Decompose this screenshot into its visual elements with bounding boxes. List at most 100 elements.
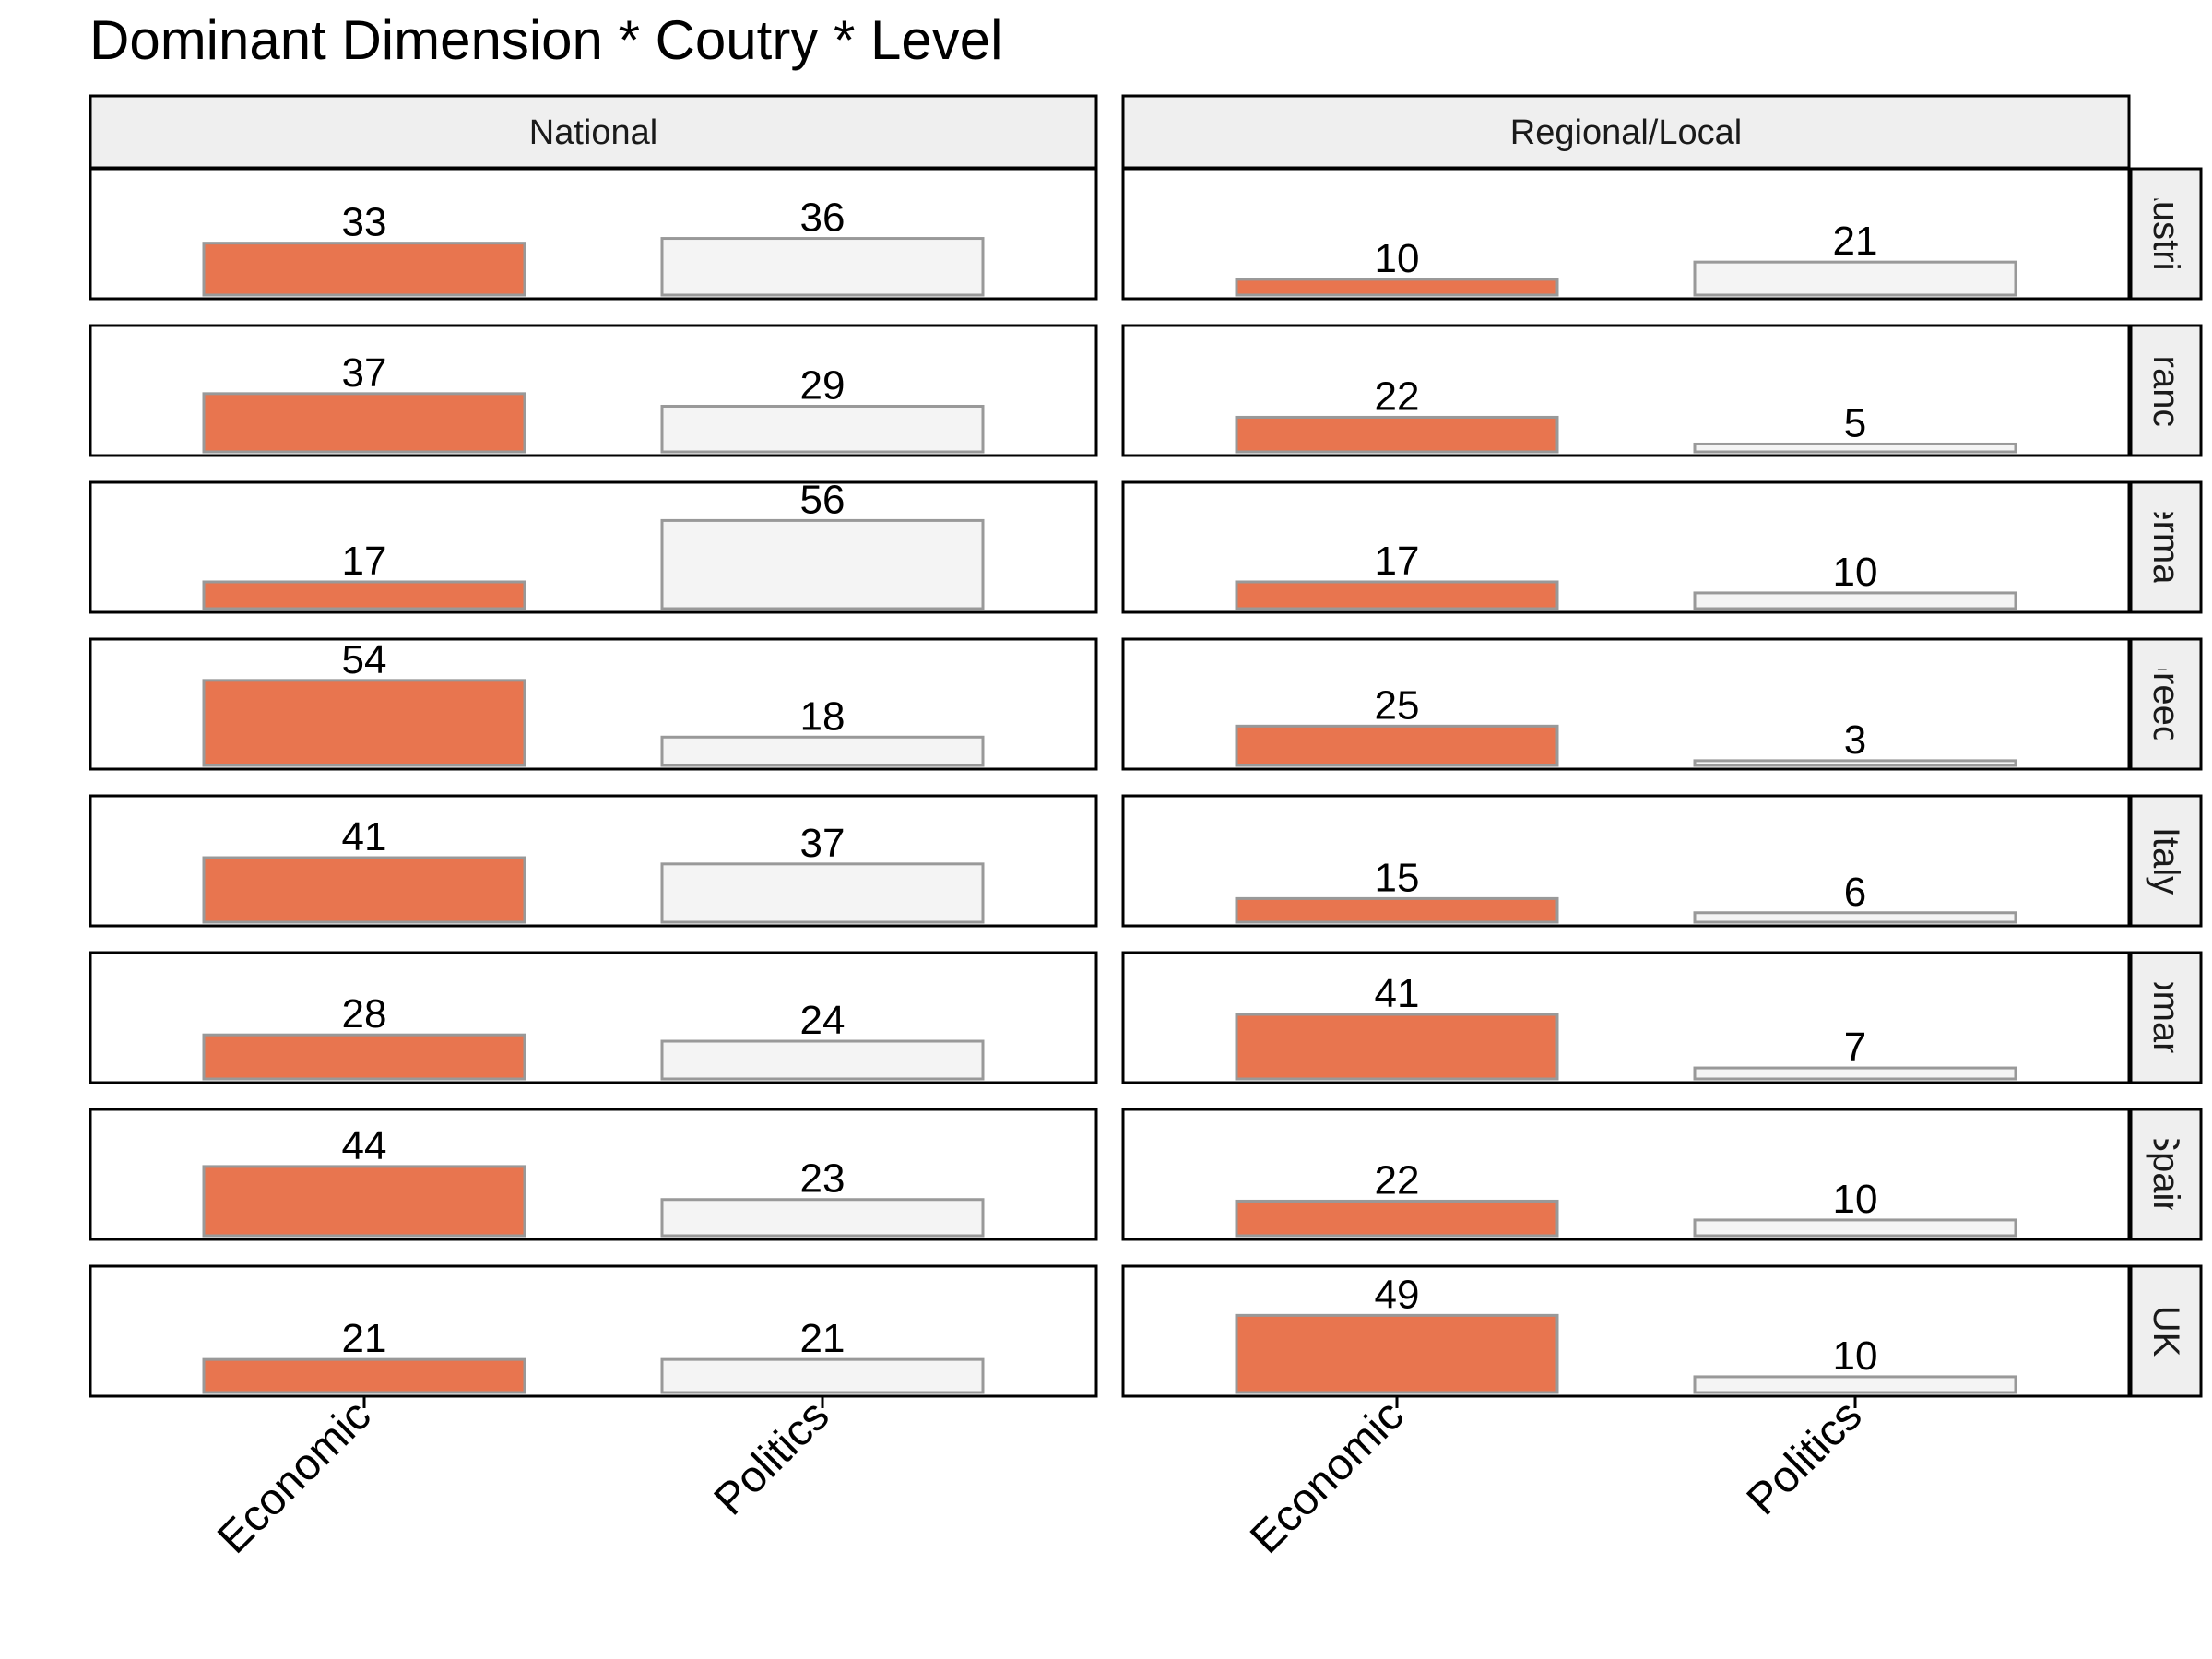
bar-regional-local-romania-economic — [1235, 1013, 1559, 1081]
panel-border-regional-local-spain — [1121, 1108, 2131, 1241]
panel-regional-local-austria: 10 21 — [1235, 219, 2017, 297]
panel-regional-local-spain: 22 10 — [1235, 1157, 2017, 1238]
value-label-national-france-politics: 29 — [800, 362, 846, 408]
panel-regional-local-france: 22 5 — [1235, 373, 2017, 454]
bar-national-france-politics — [660, 404, 985, 454]
value-label-national-germany-politics: 56 — [800, 477, 846, 522]
panel-regional-local-uk: 49 10 — [1235, 1272, 2017, 1394]
strip-romania — [2129, 951, 2203, 1084]
bar-regional-local-germany-economic — [1235, 580, 1559, 610]
bar-regional-local-spain-economic — [1235, 1199, 1559, 1238]
panel-regional-local-greece: 25 3 — [1235, 682, 2017, 767]
strip-label-germany: Germany — [2146, 471, 2186, 623]
panel-border-regional-local-france — [1121, 324, 2131, 457]
value-label-regional-local-spain-economic: 22 — [1375, 1157, 1420, 1203]
strip-greece — [2129, 637, 2203, 771]
value-label-national-austria-politics: 36 — [800, 196, 846, 241]
strip-label-austria: Austria — [2146, 176, 2186, 291]
value-label-regional-local-italy-politics: 6 — [1844, 870, 1866, 915]
bar-regional-local-uk-economic — [1235, 1313, 1559, 1394]
bar-national-uk-politics — [660, 1357, 985, 1394]
bar-national-austria-politics — [660, 237, 985, 297]
panel-border-regional-local-germany — [1121, 480, 2131, 614]
bar-national-uk-economic — [202, 1357, 526, 1394]
panel-national-spain: 44 23 — [202, 1123, 985, 1238]
bar-regional-local-austria-politics — [1693, 260, 2017, 297]
value-label-regional-local-france-politics: 5 — [1844, 400, 1866, 445]
panel-national-austria: 33 36 — [202, 196, 985, 297]
value-label-regional-local-austria-politics: 21 — [1833, 219, 1878, 264]
value-label-national-uk-economic: 21 — [342, 1316, 387, 1361]
x-tick-label-national-politics: Politics — [705, 1391, 839, 1524]
bar-national-germany-economic — [202, 580, 526, 610]
panel-border-national-romania — [89, 951, 1098, 1084]
panel-border-national-france — [89, 324, 1098, 457]
panel-national-romania: 28 24 — [202, 991, 985, 1081]
strip-austria — [2129, 167, 2203, 301]
strip-label-italy: Italy — [2146, 827, 2186, 895]
strip-label-spain: Spain — [2146, 1127, 2186, 1221]
panel-border-national-germany — [89, 480, 1098, 614]
value-label-regional-local-greece-politics: 3 — [1844, 717, 1866, 763]
bar-national-romania-politics — [660, 1039, 985, 1081]
value-label-regional-local-uk-economic: 49 — [1375, 1272, 1420, 1317]
x-tick-label-regional-local-politics: Politics — [1738, 1391, 1872, 1524]
value-label-national-germany-economic: 17 — [342, 539, 387, 584]
strip-spain — [2129, 1108, 2203, 1241]
value-label-regional-local-romania-politics: 7 — [1844, 1025, 1866, 1070]
bar-regional-local-spain-politics — [1693, 1218, 2017, 1238]
bar-national-italy-economic — [202, 856, 526, 924]
panel-border-regional-local-italy — [1121, 794, 2131, 928]
strip-label-greece: Greece — [2146, 644, 2186, 764]
value-label-regional-local-greece-economic: 25 — [1375, 682, 1420, 728]
value-label-national-greece-politics: 18 — [800, 693, 846, 739]
bar-regional-local-italy-politics — [1693, 911, 2017, 924]
bar-national-italy-politics — [660, 862, 985, 924]
bar-regional-local-romania-politics — [1693, 1066, 2017, 1081]
bar-regional-local-greece-politics — [1693, 759, 2017, 767]
value-label-regional-local-austria-economic: 10 — [1375, 236, 1420, 281]
panel-border-regional-local-greece — [1121, 637, 2131, 771]
bar-national-spain-politics — [660, 1198, 985, 1238]
x-tick-label-national-economic: Economic — [208, 1391, 380, 1562]
value-label-national-uk-politics: 21 — [800, 1316, 846, 1361]
panel-regional-local-italy: 15 6 — [1235, 855, 2017, 924]
x-tick-label-regional-local-economic: Economic — [1241, 1391, 1413, 1562]
panel-national-greece: 54 18 — [202, 637, 985, 767]
panel-border-national-uk — [89, 1264, 1098, 1398]
strip-label-regional-local: Regional/Local — [1510, 113, 1742, 152]
bar-national-france-economic — [202, 392, 526, 454]
value-label-regional-local-romania-economic: 41 — [1375, 971, 1420, 1016]
strip-label-romania: Romania — [2146, 943, 2186, 1092]
value-label-national-austria-economic: 33 — [342, 200, 387, 245]
panel-regional-local-romania: 41 7 — [1235, 971, 2017, 1081]
panel-border-national-spain — [89, 1108, 1098, 1241]
value-label-regional-local-germany-economic: 17 — [1375, 539, 1420, 584]
strip-italy — [2129, 794, 2203, 928]
panel-border-regional-local-austria — [1121, 167, 2131, 301]
bar-national-austria-economic — [202, 242, 526, 297]
bar-regional-local-greece-economic — [1235, 724, 1559, 767]
bar-national-romania-economic — [202, 1033, 526, 1081]
value-label-national-france-economic: 37 — [342, 350, 387, 396]
bar-national-spain-economic — [202, 1165, 526, 1238]
strip-label-france: France — [2146, 333, 2186, 448]
strip-national — [89, 94, 1098, 170]
strip-label-uk: UK — [2146, 1306, 2186, 1357]
panel-border-national-italy — [89, 794, 1098, 928]
strip-uk — [2129, 1264, 2203, 1398]
bar-regional-local-austria-economic — [1235, 278, 1559, 297]
strip-germany — [2129, 480, 2203, 614]
value-label-regional-local-italy-economic: 15 — [1375, 855, 1420, 900]
value-label-national-greece-economic: 54 — [342, 637, 387, 682]
bar-national-germany-politics — [660, 518, 985, 610]
panel-regional-local-germany: 17 10 — [1235, 539, 2017, 610]
bar-regional-local-france-economic — [1235, 415, 1559, 454]
bar-regional-local-italy-economic — [1235, 896, 1559, 924]
value-label-national-italy-economic: 41 — [342, 814, 387, 859]
bar-national-greece-economic — [202, 679, 526, 767]
panel-national-france: 37 29 — [202, 350, 985, 454]
value-label-national-romania-politics: 24 — [800, 998, 846, 1043]
